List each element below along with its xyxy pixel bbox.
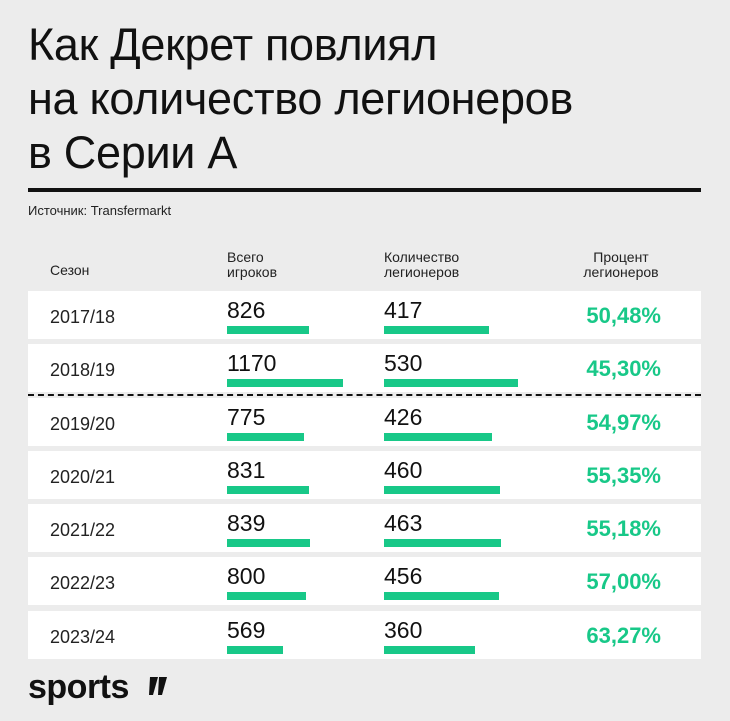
legionnaires-value: 456: [384, 563, 423, 589]
legionnaires-bar: [384, 539, 501, 547]
legionnaires-bar: [384, 592, 499, 600]
header-leg-line-2: легионеров: [384, 264, 460, 280]
title-line-2: на количество легионеров: [28, 73, 574, 124]
header-pct-line-1: Процент: [593, 249, 649, 265]
header-leg-line-1: Количество: [384, 249, 460, 265]
title-line-1: Как Декрет повлиял: [28, 19, 438, 70]
total-players-value: 1170: [227, 350, 277, 376]
legionnaires-value: 360: [384, 617, 423, 643]
title-rule: [28, 188, 701, 192]
legionnaires-bar: [384, 646, 475, 654]
total-players-bar: [227, 592, 306, 600]
total-players-value: 569: [227, 617, 266, 643]
table-row: 2022/23 800 456 57,00%: [28, 557, 701, 605]
header-legionnaires: Количество легионеров: [384, 250, 459, 280]
legionnaires-value: 460: [384, 457, 423, 483]
brand-quote-icon: [149, 677, 167, 695]
season-cell: 2018/19: [50, 360, 116, 380]
legionnaires-bar: [384, 379, 518, 387]
table-row: 2019/20 775 426 54,97%: [28, 398, 701, 446]
season-cell: 2020/21: [50, 467, 116, 487]
season-cell: 2023/24: [50, 627, 116, 647]
table-row: 2017/18 826 417 50,48%: [28, 291, 701, 339]
total-players-bar: [227, 379, 343, 387]
title-line-3: в Серии А: [28, 127, 238, 178]
source-note: Источник: Transfermarkt: [28, 203, 172, 218]
page-title: Как Декрет повлиял на количество легионе…: [28, 18, 718, 180]
legionnaires-bar: [384, 326, 489, 334]
total-players-bar: [227, 486, 309, 494]
legionnaires-bar: [384, 433, 492, 441]
percent-value: 45,30%: [586, 356, 661, 381]
decree-divider: [28, 394, 701, 396]
table-row: 2020/21 831 460 55,35%: [28, 451, 701, 499]
total-players-bar: [227, 326, 309, 334]
total-players-value: 831: [227, 457, 266, 483]
percent-value: 57,00%: [586, 569, 661, 594]
total-players-bar: [227, 433, 304, 441]
brand-logo: sports: [28, 668, 129, 706]
total-players-bar: [227, 539, 310, 547]
table-row: 2018/19 1170 530 45,30%: [28, 344, 701, 392]
header-total-players: Всего игроков: [227, 250, 277, 280]
season-cell: 2019/20: [50, 414, 116, 434]
percent-value: 54,97%: [586, 410, 661, 435]
total-players-value: 775: [227, 404, 266, 430]
total-players-value: 826: [227, 297, 266, 323]
legionnaires-bar: [384, 486, 500, 494]
table-row: 2023/24 569 360 63,27%: [28, 611, 701, 659]
header-total-line-1: Всего: [227, 249, 264, 265]
season-cell: 2021/22: [50, 520, 116, 540]
legionnaires-value: 417: [384, 297, 423, 323]
legionnaires-value: 530: [384, 350, 423, 376]
season-cell: 2022/23: [50, 573, 116, 593]
header-season: Сезон: [50, 263, 89, 278]
percent-value: 55,18%: [586, 516, 661, 541]
header-percent: Процент легионеров: [566, 250, 676, 280]
percent-value: 55,35%: [586, 463, 661, 488]
total-players-value: 839: [227, 510, 266, 536]
header-total-line-2: игроков: [227, 264, 278, 280]
header-season-label: Сезон: [50, 262, 90, 278]
percent-value: 63,27%: [586, 623, 661, 648]
total-players-value: 800: [227, 563, 266, 589]
legionnaires-value: 463: [384, 510, 423, 536]
percent-value: 50,48%: [586, 303, 661, 328]
total-players-bar: [227, 646, 283, 654]
header-pct-line-2: легионеров: [583, 264, 659, 280]
legionnaires-value: 426: [384, 404, 423, 430]
table-row: 2021/22 839 463 55,18%: [28, 504, 701, 552]
season-cell: 2017/18: [50, 307, 116, 327]
